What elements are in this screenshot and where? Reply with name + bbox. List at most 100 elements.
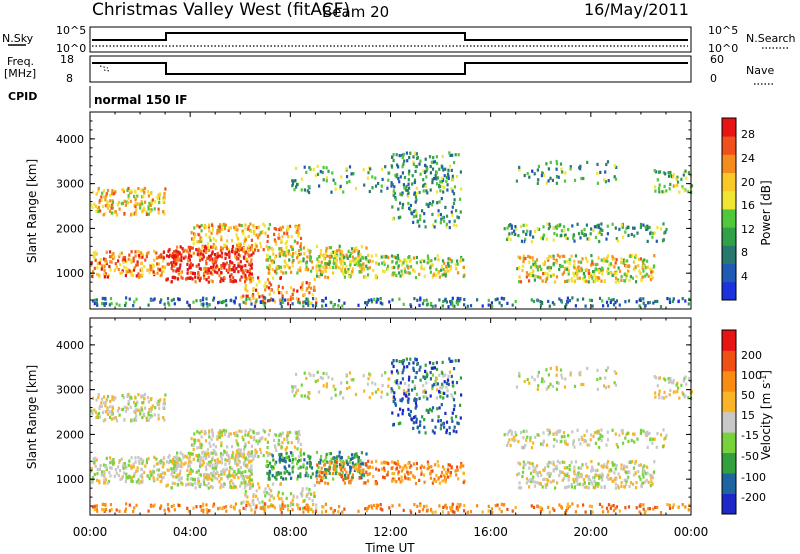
power-cell [205,267,208,271]
power-cell [490,301,493,305]
velocity-cell [323,470,326,474]
power-cell [228,263,231,268]
velocity-cell [628,484,631,489]
power-cell [684,169,687,173]
power-cell [314,303,318,307]
power-colorbar-swatch [722,172,736,192]
velocity-cell [350,453,354,457]
velocity-cell [457,477,460,481]
power-cell [381,269,385,273]
power-cell [299,236,303,240]
velocity-cell [380,395,383,399]
velocity-cell [587,486,590,490]
power-cell [366,259,369,263]
velocity-cell [407,384,410,388]
velocity-cell [555,381,559,385]
power-cell [360,266,363,270]
velocity-cell [613,478,616,482]
velocity-cell [233,485,236,489]
velocity-cell [309,373,312,377]
power-cell [105,204,108,208]
velocity-cell [326,468,329,472]
velocity-cell [212,502,216,506]
velocity-cell [223,433,227,437]
velocity-cell [600,464,603,468]
velocity-cell [371,381,374,385]
velocity-cell [450,374,453,378]
power-cell [447,168,450,172]
power-cell [399,259,402,263]
power-cell [566,260,569,264]
power-cell [450,168,453,172]
velocity-cell [622,467,625,471]
velocity-cell [168,461,171,465]
velocity-cell [155,457,158,461]
power-cell [444,272,447,276]
velocity-cell [300,494,303,498]
velocity-cell [108,415,112,419]
power-cell [536,268,540,272]
velocity-cell [283,437,286,441]
velocity-cell [265,464,268,468]
power-cell [320,265,324,269]
power-cell [529,233,532,237]
power-cell [309,259,312,263]
power-colorbar-swatch [722,190,736,210]
velocity-cell [216,457,219,462]
velocity-cell [410,417,413,421]
velocity-cell [125,472,128,476]
velocity-cell [431,469,434,473]
velocity-cell [97,415,100,420]
velocity-cell [272,482,275,486]
power-cell [623,272,626,276]
velocity-cell [199,458,202,462]
power-cell [110,206,113,210]
power-cell [96,266,99,270]
power-cell [290,270,293,274]
power-cell [548,222,551,226]
velocity-cell [268,498,271,502]
power-cell [627,269,630,273]
power-cell [218,230,221,234]
power-cell [279,301,282,305]
power-cell [445,224,448,229]
power-cell [409,151,412,155]
power-cell [307,300,310,304]
velocity-cell [558,461,561,465]
velocity-cell [437,419,440,423]
power-cell [387,171,390,175]
velocity-cell [451,359,454,363]
power-cell [324,303,328,307]
power-cell [127,196,130,200]
velocity-cell [241,435,244,439]
power-cell [177,298,181,302]
velocity-cell [105,456,108,460]
power-cell [530,298,533,302]
power-cell [93,302,96,306]
power-cell [193,272,196,276]
velocity-cell [364,462,368,466]
velocity-cell [129,395,132,399]
power-cell [394,173,397,177]
velocity-cell [412,426,415,430]
power-cell [558,297,561,301]
velocity-cell [496,503,499,507]
power-cell [401,171,404,175]
velocity-cell [200,443,203,447]
power-cell [625,265,628,269]
velocity-cell [576,428,579,432]
power-cell [456,302,459,306]
power-cell [221,247,225,251]
velocity-cell [121,475,124,479]
velocity-cell [117,473,120,478]
velocity-cell [396,466,399,470]
velocity-cell [427,463,430,467]
velocity-cell [516,473,519,477]
velocity-cell [350,478,353,482]
velocity-cell [618,433,621,437]
power-cell [436,182,439,186]
power-cell [95,192,98,196]
velocity-cell [266,445,269,450]
power-cell [399,175,402,179]
velocity-cell [614,467,617,471]
